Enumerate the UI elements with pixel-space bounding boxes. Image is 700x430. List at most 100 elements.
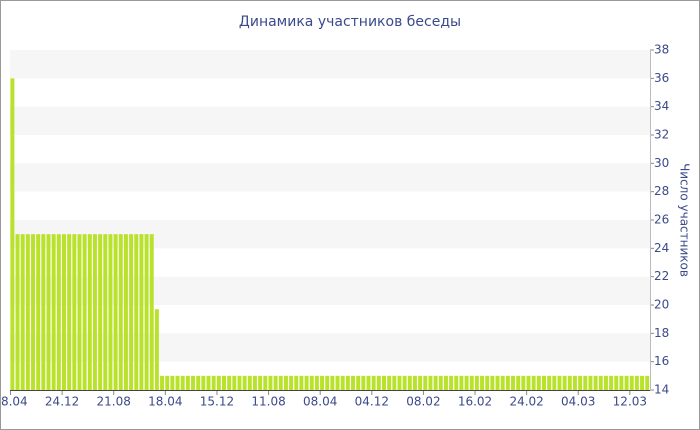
- bar: [624, 375, 629, 390]
- bar: [428, 375, 433, 390]
- bar: [572, 375, 577, 390]
- bar: [15, 234, 20, 390]
- bar: [614, 375, 619, 390]
- bar: [320, 375, 325, 390]
- bar: [252, 375, 257, 390]
- bar: [557, 375, 562, 390]
- bar: [407, 375, 412, 390]
- y-tick-label: 18: [654, 326, 669, 340]
- bar: [500, 375, 505, 390]
- bar: [294, 375, 299, 390]
- bar: [289, 375, 294, 390]
- bar: [526, 375, 531, 390]
- bar: [227, 375, 232, 390]
- bar: [108, 234, 113, 390]
- bar: [299, 375, 304, 390]
- bar: [418, 375, 423, 390]
- bar: [361, 375, 366, 390]
- bar: [56, 234, 61, 390]
- bar: [371, 375, 376, 390]
- bar: [464, 375, 469, 390]
- x-tick-label: 04.03: [561, 395, 595, 409]
- bar: [345, 375, 350, 390]
- bar: [402, 375, 407, 390]
- bar: [237, 375, 242, 390]
- y-tick-label: 34: [654, 99, 669, 113]
- bar: [92, 234, 97, 390]
- bar: [505, 375, 510, 390]
- bar: [201, 375, 206, 390]
- bar: [397, 375, 402, 390]
- grid-stripe: [10, 106, 650, 135]
- x-tick-label: 08.04: [303, 395, 337, 409]
- bar: [170, 375, 175, 390]
- bar: [454, 375, 459, 390]
- bar: [609, 375, 614, 390]
- bar: [268, 375, 273, 390]
- bar: [36, 234, 41, 390]
- x-tick-label: 08.02: [406, 395, 440, 409]
- bar: [438, 375, 443, 390]
- bar: [67, 234, 72, 390]
- bar: [222, 375, 226, 390]
- bar: [567, 375, 572, 390]
- bar: [542, 375, 546, 390]
- bar: [521, 375, 526, 390]
- bar: [309, 375, 314, 390]
- bar: [247, 375, 252, 390]
- bar: [325, 375, 330, 390]
- x-tick-label: 21.08: [97, 395, 131, 409]
- bar: [41, 234, 46, 390]
- bar: [485, 375, 490, 390]
- bar: [129, 234, 134, 390]
- bar: [335, 375, 340, 390]
- bar: [356, 375, 361, 390]
- bar: [351, 375, 356, 390]
- x-tick-label: 04.12: [355, 395, 389, 409]
- y-tick-label: 22: [654, 269, 669, 283]
- bar: [536, 375, 541, 390]
- bar: [20, 234, 25, 390]
- bar: [314, 375, 319, 390]
- bar: [578, 375, 583, 390]
- bar: [588, 375, 593, 390]
- x-tick-label: 24.12: [45, 395, 79, 409]
- x-tick-label: 18.04: [148, 395, 182, 409]
- bar: [232, 375, 237, 390]
- bar: [304, 375, 309, 390]
- y-tick-label: 26: [654, 213, 669, 227]
- bar: [480, 375, 485, 390]
- bar: [98, 234, 103, 390]
- chart-title: Динамика участников беседы: [239, 14, 461, 30]
- grid-stripe: [10, 163, 650, 192]
- y-tick-label: 30: [654, 156, 669, 170]
- y-tick-label: 28: [654, 184, 669, 198]
- bar: [412, 375, 417, 390]
- bar: [165, 375, 170, 390]
- bar: [25, 234, 30, 390]
- bar: [593, 375, 598, 390]
- bar: [552, 375, 557, 390]
- y-tick-label: 38: [654, 43, 669, 57]
- bar: [474, 375, 479, 390]
- bar: [516, 375, 521, 390]
- bar: [469, 375, 474, 390]
- y-tick-label: 24: [654, 241, 669, 255]
- bar: [51, 234, 56, 390]
- bar: [180, 375, 185, 390]
- bar: [598, 375, 603, 390]
- bar: [495, 375, 500, 390]
- bar: [583, 375, 588, 390]
- y-tick-label: 32: [654, 128, 669, 142]
- bar: [160, 375, 165, 390]
- bar: [459, 375, 464, 390]
- x-tick-label: 16.02: [458, 395, 492, 409]
- x-tick-label: 24.02: [509, 395, 543, 409]
- bar: [216, 375, 221, 390]
- bar: [340, 375, 345, 390]
- bar: [423, 375, 428, 390]
- bar: [144, 234, 149, 390]
- x-tick-label: 12.03: [613, 395, 647, 409]
- x-tick-label: 11.08: [251, 395, 285, 409]
- bar: [123, 234, 128, 390]
